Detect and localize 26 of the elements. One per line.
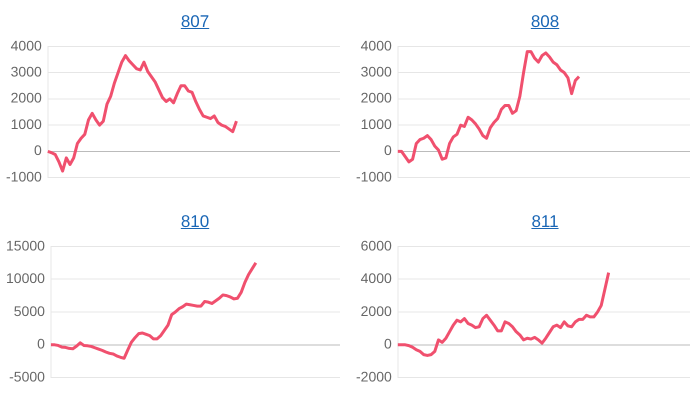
y-tick-label: 4000	[360, 37, 392, 54]
y-tick-label: 0	[37, 336, 46, 352]
y-tick-label: 0	[384, 142, 392, 158]
chart-title: 810	[180, 212, 210, 232]
y-tick-label: 6000	[360, 237, 392, 254]
y-tick-label: 2000	[360, 90, 392, 106]
y-tick-label: 3000	[10, 64, 42, 80]
y-tick-label: 10000	[6, 270, 46, 286]
y-tick-label: 3000	[360, 64, 392, 80]
y-tick-label: 2000	[360, 302, 392, 319]
y-tick-label: 15000	[6, 237, 46, 254]
y-tick-label: -1000	[356, 168, 392, 184]
y-tick-label: -1000	[6, 168, 42, 184]
y-tick-label: 4000	[360, 270, 392, 286]
y-tick-label: 4000	[10, 37, 42, 54]
y-tick-label: 1000	[360, 116, 392, 132]
y-tick-label: 2000	[10, 90, 42, 106]
y-tick-label: 0	[34, 142, 42, 158]
y-tick-label: -2000	[356, 368, 392, 384]
chart-title: 808	[530, 12, 560, 32]
y-tick-label: 0	[384, 336, 392, 352]
chart-title: 807	[180, 12, 210, 32]
chart-title: 811	[531, 212, 559, 232]
y-tick-label: 1000	[10, 116, 42, 132]
y-tick-label: -5000	[9, 368, 46, 384]
y-tick-label: 5000	[14, 302, 46, 319]
